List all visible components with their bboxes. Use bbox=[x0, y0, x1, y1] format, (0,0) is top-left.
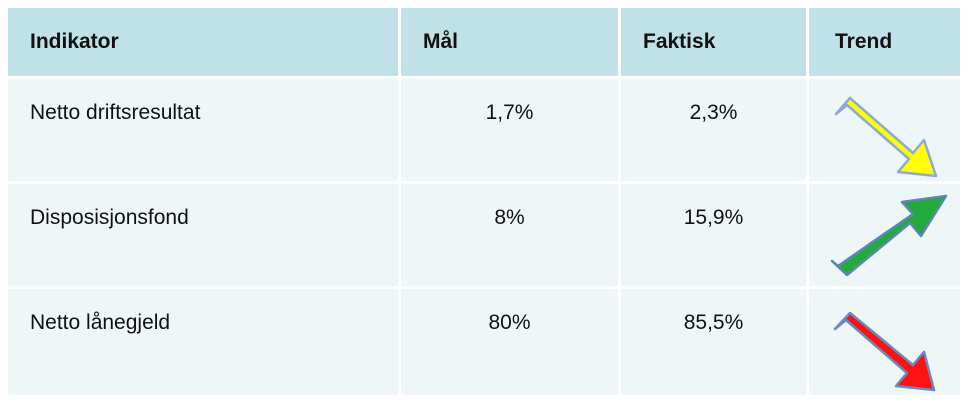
indicator-cell: Netto driftsresultat bbox=[8, 79, 398, 181]
trend-arrow-yellow bbox=[834, 96, 938, 178]
indicator-cell: Netto lånegjeld bbox=[8, 289, 398, 395]
target-cell: 8% bbox=[401, 184, 618, 286]
actual-cell: 15,9% bbox=[621, 184, 806, 286]
header-cell: Mål bbox=[401, 8, 618, 76]
target-cell: 80% bbox=[401, 289, 618, 395]
target-cell: 1,7% bbox=[401, 79, 618, 181]
actual-cell: 2,3% bbox=[621, 79, 806, 181]
actual-cell: 85,5% bbox=[621, 289, 806, 395]
indicator-cell: Disposisjonsfond bbox=[8, 184, 398, 286]
header-cell: Indikator bbox=[8, 8, 398, 76]
header-cell: Faktisk bbox=[621, 8, 806, 76]
trend-arrow-green bbox=[830, 194, 948, 277]
trend-arrow-red bbox=[833, 311, 936, 392]
header-cell: Trend bbox=[809, 8, 960, 76]
